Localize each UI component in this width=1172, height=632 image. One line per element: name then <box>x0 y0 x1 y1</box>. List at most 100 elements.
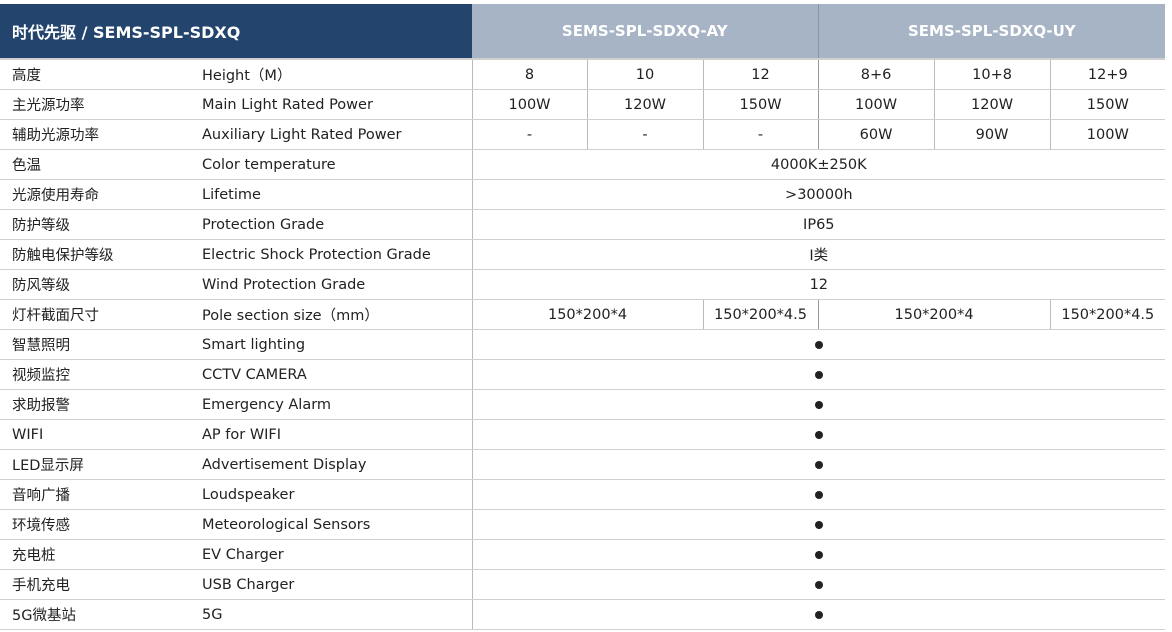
row-label-en: Auxiliary Light Rated Power <box>200 119 473 150</box>
row-label-cn: 色温 <box>0 149 200 180</box>
table-row: 5G微基站 5G <box>0 599 1166 630</box>
row-label-en: Protection Grade <box>200 209 473 240</box>
row-label-cn: 智慧照明 <box>0 329 200 360</box>
row-label-cn: 防风等级 <box>0 269 200 300</box>
row-label-cn: 5G微基站 <box>0 599 200 630</box>
row-label-cn: 充电桩 <box>0 539 200 570</box>
merged-value-cell: 4000K±250K <box>471 149 1166 180</box>
row-label-en: EV Charger <box>200 539 473 570</box>
merged-value-cell: IP65 <box>471 209 1166 240</box>
row-label-en: Emergency Alarm <box>200 389 473 420</box>
table-row: LED显示屏 Advertisement Display <box>0 449 1166 480</box>
merged-value-cell: >30000h <box>471 179 1166 210</box>
table-row: 防风等级 Wind Protection Grade 12 <box>0 269 1166 300</box>
row-label-cn: 求助报警 <box>0 389 200 420</box>
row-label-cn: 光源使用寿命 <box>0 179 200 210</box>
row-label-cn: LED显示屏 <box>0 449 200 480</box>
feature-cell <box>471 539 1166 570</box>
table-row: 防护等级 Protection Grade IP65 <box>0 209 1166 240</box>
value-cell: - <box>471 119 588 150</box>
table-row: 灯杆截面尺寸 Pole section size（mm） 150*200*4 150*… <box>0 299 1166 330</box>
row-label-en: Wind Protection Grade <box>200 269 473 300</box>
row-label-cn: 音响广播 <box>0 479 200 510</box>
feature-cell <box>471 449 1166 480</box>
table-row: 高度 Height（M） 8 10 12 8+6 10+8 12+9 <box>0 58 1166 90</box>
value-cell: 150*200*4 <box>471 299 704 330</box>
value-cell: 150*200*4.5 <box>1049 299 1166 330</box>
row-label-cn: 防护等级 <box>0 209 200 240</box>
row-label-cn: WIFI <box>0 419 200 450</box>
value-cell: 10+8 <box>933 58 1051 90</box>
table-row: 智慧照明 Smart lighting <box>0 329 1166 360</box>
filled-circle-icon <box>814 340 823 349</box>
filled-circle-icon <box>814 580 823 589</box>
table-row: WIFI AP for WIFI <box>0 419 1166 450</box>
row-label-en: USB Charger <box>200 569 473 600</box>
value-cell: 100W <box>471 89 588 120</box>
value-cell: 90W <box>933 119 1051 150</box>
filled-circle-icon <box>814 520 823 529</box>
table-row: 环境传感 Meteorological Sensors <box>0 509 1166 540</box>
row-label-en: Advertisement Display <box>200 449 473 480</box>
table-row: 音响广播 Loudspeaker <box>0 479 1166 510</box>
value-cell: 8 <box>471 58 588 90</box>
row-label-cn: 手机充电 <box>0 569 200 600</box>
value-cell: - <box>702 119 819 150</box>
row-label-cn: 主光源功率 <box>0 89 200 120</box>
group-header-uy: SEMS-SPL-SDXQ-UY <box>817 4 1166 59</box>
header-row: 时代先驱 / SEMS-SPL-SDXQ SEMS-SPL-SDXQ-AY SE… <box>0 4 1166 59</box>
table-row: 求助报警 Emergency Alarm <box>0 389 1166 420</box>
row-label-cn: 防触电保护等级 <box>0 239 200 270</box>
feature-cell <box>471 419 1166 450</box>
row-label-cn: 灯杆截面尺寸 <box>0 299 200 330</box>
table-row: 辅助光源功率 Auxiliary Light Rated Power - - -60W 9… <box>0 119 1166 150</box>
filled-circle-icon <box>814 460 823 469</box>
filled-circle-icon <box>814 430 823 439</box>
value-cell: 10 <box>586 58 704 90</box>
brand-title: 时代先驱 / SEMS-SPL-SDXQ <box>0 4 473 59</box>
value-cell: 100W <box>1049 119 1166 150</box>
filled-circle-icon <box>814 370 823 379</box>
group-header-ay: SEMS-SPL-SDXQ-AY <box>472 4 819 59</box>
row-label-en: Meteorological Sensors <box>200 509 473 540</box>
row-label-en: Main Light Rated Power <box>200 89 473 120</box>
value-cell: - <box>586 119 704 150</box>
value-cell: 12+9 <box>1049 58 1166 90</box>
table-row: 主光源功率 Main Light Rated Power 100W 120W 150W 1… <box>0 89 1166 120</box>
feature-cell <box>471 569 1166 600</box>
feature-cell <box>471 389 1166 420</box>
row-label-cn: 视频监控 <box>0 359 200 390</box>
row-label-en: CCTV CAMERA <box>200 359 473 390</box>
value-cell: 150*200*4.5 <box>702 299 819 330</box>
feature-cell <box>471 329 1166 360</box>
row-label-cn: 辅助光源功率 <box>0 119 200 150</box>
value-cell: 150*200*4 <box>817 299 1051 330</box>
value-cell: 12 <box>702 58 819 90</box>
row-label-en: Smart lighting <box>200 329 473 360</box>
table-row: 色温 Color temperature 4000K±250K <box>0 149 1166 180</box>
filled-circle-icon <box>814 610 823 619</box>
feature-cell <box>471 479 1166 510</box>
row-label-en: Lifetime <box>200 179 473 210</box>
value-cell: 150W <box>702 89 819 120</box>
value-cell: 100W <box>817 89 935 120</box>
table-row: 充电桩 EV Charger <box>0 539 1166 570</box>
value-cell: 120W <box>933 89 1051 120</box>
table-row: 光源使用寿命 Lifetime >30000h <box>0 179 1166 210</box>
feature-cell <box>471 599 1166 630</box>
row-label-en: Color temperature <box>200 149 473 180</box>
value-cell: 60W <box>817 119 935 150</box>
value-cell: 150W <box>1049 89 1166 120</box>
filled-circle-icon <box>814 550 823 559</box>
filled-circle-icon <box>814 400 823 409</box>
table-row: 防触电保护等级 Electric Shock Protection Grade I类 <box>0 239 1166 270</box>
row-label-en: Pole section size（mm） <box>200 299 473 330</box>
row-label-en: Height（M） <box>200 58 473 90</box>
filled-circle-icon <box>814 490 823 499</box>
table-row: 视频监控 CCTV CAMERA <box>0 359 1166 390</box>
row-label-en: Electric Shock Protection Grade <box>200 239 473 270</box>
feature-cell <box>471 509 1166 540</box>
row-label-cn: 高度 <box>0 58 200 90</box>
row-label-en: Loudspeaker <box>200 479 473 510</box>
row-label-cn: 环境传感 <box>0 509 200 540</box>
